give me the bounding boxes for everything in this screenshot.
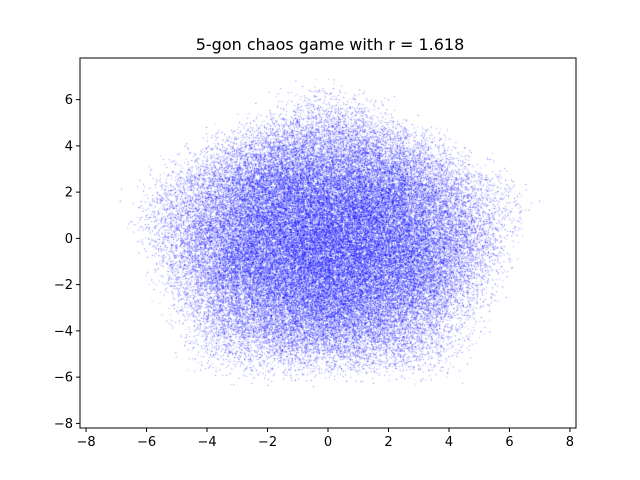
y-tick-label: −2 <box>54 278 73 293</box>
x-tick-label: −6 <box>137 435 156 450</box>
x-tick-label: 8 <box>566 435 574 450</box>
x-tick-label: 4 <box>445 435 453 450</box>
y-tick-label: 6 <box>65 93 73 108</box>
y-tick-label: −6 <box>54 371 73 386</box>
x-tick-label: 6 <box>505 435 513 450</box>
axes: −8 −6 −4 −2 0 2 4 6 8 −8 −6 −4 −2 0 2 4 6 <box>54 57 577 450</box>
scatter-points <box>80 58 576 428</box>
y-tick-label: 0 <box>65 232 73 247</box>
y-tick-label: −8 <box>54 417 73 432</box>
x-tick-label: −8 <box>76 435 95 450</box>
y-tick-label: 2 <box>65 186 73 201</box>
y-tick-label: −4 <box>54 324 73 339</box>
y-tick-label: 4 <box>65 139 73 154</box>
x-tick-label: −2 <box>258 435 277 450</box>
chart-title: 5-gon chaos game with r = 1.618 <box>196 35 465 54</box>
x-tick-label: 0 <box>324 435 332 450</box>
x-tick-label: −4 <box>197 435 216 450</box>
x-tick-label: 2 <box>384 435 392 450</box>
